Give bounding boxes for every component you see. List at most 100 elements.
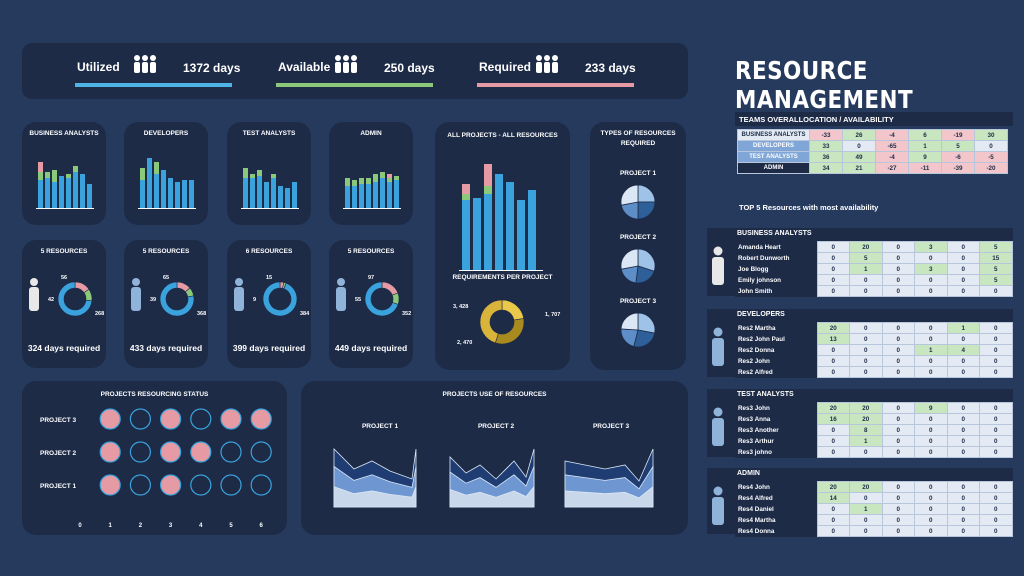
bar-available — [73, 166, 78, 172]
value-cell: 0 — [914, 492, 948, 504]
bar-available — [66, 174, 71, 178]
donut-label: 352 — [402, 311, 411, 317]
value-cell: 34 — [809, 162, 843, 174]
status-dot-filled — [250, 408, 272, 430]
donut-label: 15 — [266, 275, 272, 281]
type-pie — [620, 184, 656, 220]
status-row-label: PROJECT 3 — [40, 417, 77, 424]
value-cell: 0 — [816, 274, 850, 286]
donut-slice — [479, 299, 503, 344]
person-head — [713, 327, 723, 337]
donut-label: 97 — [368, 275, 374, 281]
value-cell: 0 — [979, 424, 1013, 436]
resource-name: Res3 Another — [735, 424, 817, 436]
table-row: Res3 Anna 16 20 0 0 0 0 — [735, 413, 1013, 425]
top5-header: TOP 5 Resources with most availability — [735, 200, 1013, 214]
type-project-label: PROJECT 2 — [619, 234, 657, 241]
value-cell: 0 — [914, 525, 948, 537]
use-panel: PROJECTS USE OF RESOURCES PROJECT 1 PROJE… — [301, 381, 688, 535]
team-donut: 15 9 384 — [234, 275, 310, 317]
table-row: Res3 Another 0 8 0 0 0 0 — [735, 424, 1013, 436]
pie-slice — [637, 201, 656, 220]
status-dot-empty — [190, 474, 212, 496]
overalloc-row: BUSINESS ANALYSTS -33 26 -4 6 -19 30 — [737, 129, 1008, 141]
donut-label: 384 — [300, 311, 310, 317]
bar-required — [38, 162, 43, 172]
person-head — [536, 55, 542, 61]
days-required: 399 days required — [232, 343, 306, 353]
bar-utilized — [154, 174, 159, 208]
bar-utilized — [73, 172, 78, 208]
kpi-label: Available — [278, 60, 331, 74]
person-head — [150, 55, 156, 61]
value-cell: 0 — [946, 413, 980, 425]
status-axis-tick: 2 — [139, 523, 143, 529]
value-cell: 0 — [946, 525, 980, 537]
team-resources: 5 RESOURCES — [347, 248, 395, 255]
kpi-label: Required — [479, 60, 532, 74]
person-icon — [712, 327, 724, 366]
bar-utilized — [168, 178, 173, 208]
table-row: Amanda Heart 0 20 0 3 0 5 — [735, 241, 1013, 253]
team-name: TEST ANALYSTS — [242, 130, 296, 137]
person-head — [335, 55, 341, 61]
value-cell: 0 — [946, 424, 980, 436]
value-cell: 0 — [849, 446, 883, 458]
team-chart-panel: DEVELOPERS — [124, 122, 208, 225]
value-cell: 0 — [914, 252, 948, 264]
value-cell: 0 — [979, 366, 1013, 378]
person-body — [142, 62, 148, 73]
donut-label: 55 — [355, 297, 361, 303]
bar-available — [484, 186, 492, 194]
bar-available — [271, 174, 276, 178]
all-projects-bar-chart — [459, 164, 543, 271]
person-head — [713, 246, 723, 256]
value-cell: 0 — [881, 252, 915, 264]
group-header: DEVELOPERS — [737, 311, 785, 318]
resource-name: Res3 John — [735, 402, 817, 414]
table-row: Res2 Martha 20 0 0 0 1 0 — [735, 322, 1013, 334]
value-cell: 36 — [809, 151, 843, 163]
status-dot-filled — [220, 408, 242, 430]
use-area — [564, 485, 654, 508]
bar-available — [387, 178, 392, 182]
type-project-label: PROJECT 1 — [619, 170, 657, 177]
table-row: Res4 Donna 0 0 0 0 0 0 — [735, 525, 1013, 537]
value-cell: 0 — [881, 402, 915, 414]
value-cell: 0 — [979, 322, 1013, 334]
team-name: DEVELOPERS — [143, 130, 189, 137]
value-cell: 0 — [849, 366, 883, 378]
bar-utilized — [528, 190, 536, 270]
donut-slice — [381, 281, 399, 296]
value-cell: 0 — [914, 285, 948, 297]
value-cell: 0 — [816, 525, 850, 537]
resource-name: Res2 Donna — [735, 344, 817, 356]
value-cell: 0 — [946, 492, 980, 504]
value-cell: 0 — [914, 446, 948, 458]
team-donut: 56 42 268 — [29, 275, 104, 317]
meeting-icon — [134, 55, 156, 73]
value-cell: -6 — [941, 151, 975, 163]
value-cell: 5 — [979, 263, 1013, 275]
bar-available — [52, 170, 57, 182]
value-cell: 0 — [914, 274, 948, 286]
resource-name: Res4 John — [735, 481, 817, 493]
resource-name: John Smith — [735, 285, 817, 297]
value-cell: 0 — [881, 525, 915, 537]
days-required: 324 days required — [27, 343, 101, 353]
value-cell: 3 — [914, 263, 948, 275]
value-cell: -4 — [875, 129, 909, 141]
value-cell: 0 — [881, 514, 915, 526]
bar-required — [462, 184, 470, 194]
table-row: Res3 Arthur 0 1 0 0 0 0 — [735, 435, 1013, 447]
person-head — [351, 55, 357, 61]
overalloc-header: TEAMS OVERALLOCATION / AVAILABILITY — [735, 112, 1013, 126]
person-head — [134, 55, 140, 61]
kpi-value: 233 days — [585, 61, 636, 75]
value-cell: 0 — [946, 274, 980, 286]
team-name-cell: ADMIN — [737, 162, 810, 174]
value-cell: 0 — [979, 525, 1013, 537]
kpi-value: 250 days — [384, 61, 435, 75]
pie-slice — [620, 312, 639, 331]
bar-utilized — [394, 180, 399, 208]
